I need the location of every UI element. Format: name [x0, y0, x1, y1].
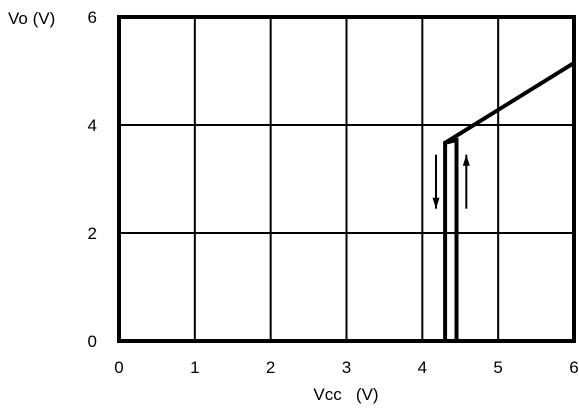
y-tick-label: 6	[88, 8, 97, 27]
arrow-up-icon	[462, 154, 470, 166]
x-axis-label: Vcc (V)	[313, 385, 378, 404]
y-tick-label: 2	[88, 224, 97, 243]
plot-frame	[117, 15, 576, 343]
y-axis-label: Vo (V)	[8, 9, 55, 28]
x-tick-label: 4	[418, 358, 427, 377]
y-tick-label: 0	[88, 332, 97, 351]
series	[443, 61, 576, 341]
x-tick-label: 0	[114, 358, 123, 377]
series-line-2	[444, 61, 576, 145]
arrow-down-icon	[432, 197, 440, 209]
series-line-1	[443, 137, 459, 341]
x-tick-label: 5	[493, 358, 502, 377]
x-tick-label: 3	[342, 358, 351, 377]
tick-labels: 0 1 2 3 4 5 6 0 2 4 6	[88, 8, 579, 377]
x-tick-label: 6	[569, 358, 578, 377]
grid	[119, 17, 574, 341]
annotations	[432, 154, 470, 209]
x-tick-label: 1	[190, 358, 199, 377]
x-tick-label: 2	[266, 358, 275, 377]
y-tick-label: 4	[88, 116, 97, 135]
